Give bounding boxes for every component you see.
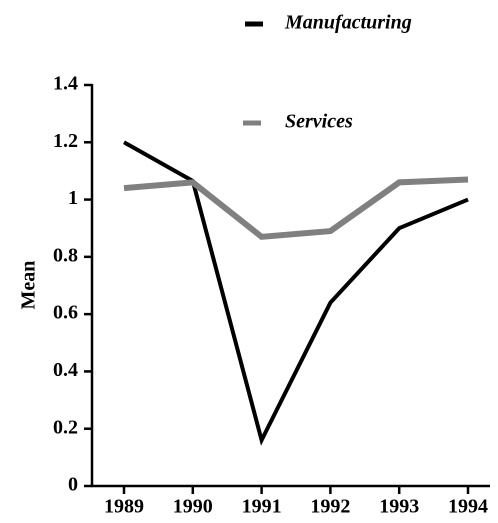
y-tick-label: 0.6 — [53, 302, 78, 324]
y-tick-label: 0.2 — [53, 416, 78, 438]
y-tick-label: 0 — [68, 474, 78, 496]
y-tick-label: 1 — [68, 187, 78, 209]
y-tick-label: 0.4 — [53, 359, 78, 381]
series-line — [123, 176, 469, 240]
x-tick-label: 1990 — [173, 496, 213, 518]
y-tick-label: 1.4 — [53, 73, 78, 95]
series-line — [123, 140, 469, 446]
y-tick-label: 1.2 — [53, 130, 78, 152]
x-tick-label: 1993 — [379, 496, 419, 518]
legend-label: Services — [285, 111, 353, 133]
x-tick-label: 1989 — [104, 496, 144, 518]
x-tick-label: 1992 — [310, 496, 350, 518]
legend-label: Manufacturing — [284, 12, 412, 34]
x-tick-label: 1991 — [242, 496, 282, 518]
y-tick-label: 0.8 — [53, 244, 78, 266]
y-axis-label: Mean — [18, 261, 40, 310]
x-tick-label: 1994 — [448, 496, 488, 518]
